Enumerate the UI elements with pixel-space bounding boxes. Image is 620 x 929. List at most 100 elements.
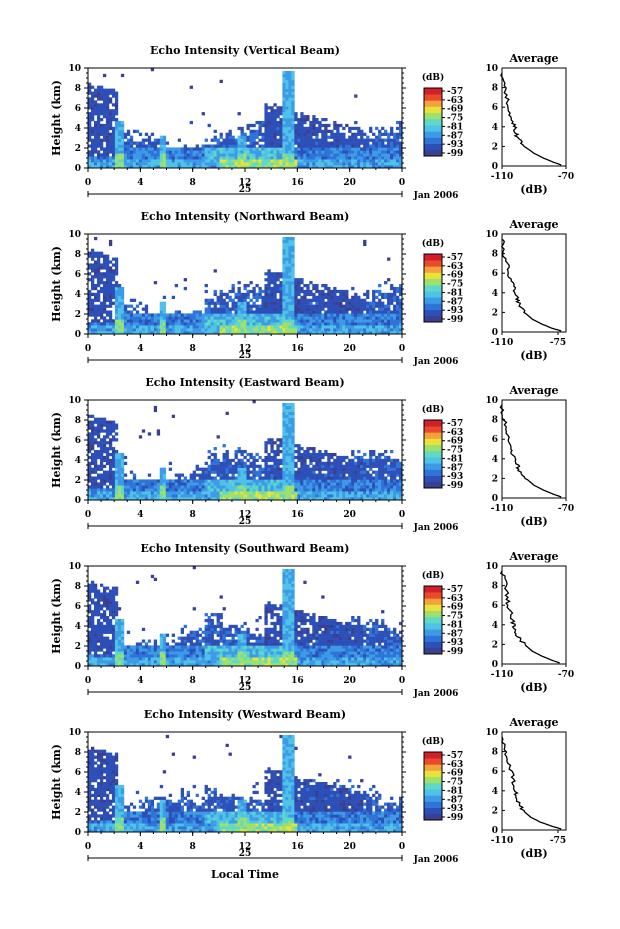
heatmap-cell: [111, 269, 116, 273]
heatmap-cell: [216, 497, 220, 501]
heatmap-cell: [93, 141, 98, 145]
heatmap-cell: [294, 470, 298, 474]
heatmap-cell: [336, 289, 340, 294]
colorbar-tick-label: -57: [447, 87, 463, 97]
heatmap-cell: [258, 313, 262, 317]
heatmap-cell: [306, 316, 310, 320]
heatmap-cell: [327, 331, 331, 335]
heatmap-cell: [192, 473, 196, 477]
heatmap-cell: [291, 156, 295, 160]
heatmap-cell: [168, 147, 173, 151]
heatmap-cell: [111, 292, 116, 297]
heatmap-cell: [303, 284, 307, 288]
heatmap-cell: [114, 491, 119, 495]
heatmap-cell: [396, 144, 400, 148]
heatmap-cell: [114, 257, 119, 261]
heatmap-cell: [207, 470, 211, 474]
heatmap-cell: [294, 307, 298, 311]
heatmap-cell: [105, 138, 110, 142]
heatmap-cell: [288, 307, 292, 311]
heatmap-cell: [129, 319, 134, 323]
heatmap-cell: [93, 144, 98, 148]
heatmap-cell: [294, 115, 298, 119]
heatmap-cell: [243, 494, 247, 498]
heatmap-cell: [225, 497, 229, 501]
heatmap-cell: [279, 319, 283, 323]
heatmap-cell: [366, 316, 370, 320]
heatmap-cell: [312, 322, 316, 326]
heatmap-cell: [198, 494, 202, 498]
heatmap-cell: [120, 292, 125, 297]
heatmap-cell: [264, 120, 268, 125]
heatmap-cell: [288, 91, 292, 95]
heatmap-cell: [354, 156, 358, 160]
heatmap-cell: [336, 144, 340, 148]
heatmap-cell: [336, 331, 340, 335]
heatmap-cell: [93, 438, 98, 442]
heatmap-cell: [174, 331, 179, 335]
heatmap-cell: [282, 408, 286, 413]
heatmap-cell: [336, 485, 340, 489]
heatmap-cell: [225, 147, 229, 151]
heatmap-cell: [108, 447, 113, 451]
heatmap-cell: [222, 325, 226, 329]
heatmap-cell: [102, 289, 107, 294]
heatmap-cell: [189, 482, 193, 486]
heatmap-cell: [171, 488, 176, 492]
heatmap-cell: [174, 485, 179, 489]
heatmap-cell: [99, 441, 104, 445]
heatmap-cell: [228, 458, 232, 463]
heatmap-cell: [369, 153, 373, 157]
heatmap-cell: [339, 304, 343, 308]
heatmap-cell: [138, 301, 143, 305]
heatmap-cell: [105, 479, 110, 483]
heatmap-cell: [291, 289, 295, 294]
heatmap-cell: [288, 408, 292, 413]
heatmap-cell: [312, 129, 316, 133]
heatmap-cell: [399, 153, 403, 157]
heatmap-cell: [273, 464, 277, 468]
heatmap-cell: [363, 301, 367, 305]
average-x-label: (dB): [520, 349, 547, 362]
heatmap-cell: [102, 162, 107, 166]
heatmap-cell: [372, 159, 376, 163]
heatmap-cell: [96, 251, 101, 255]
heatmap-cell: [219, 150, 223, 154]
heatmap-cell: [210, 144, 214, 148]
heatmap-cell: [279, 328, 283, 332]
heatmap-cell: [330, 153, 334, 157]
heatmap-cell: [387, 150, 391, 154]
heatmap-cell: [240, 319, 244, 323]
heatmap-cell: [273, 118, 277, 122]
heatmap-cell: [312, 316, 316, 320]
heatmap-cell: [150, 482, 155, 486]
heatmap-cell: [219, 464, 223, 468]
heatmap-cell: [261, 295, 265, 299]
heatmap-cell: [105, 470, 110, 474]
heatmap-cell: [222, 307, 226, 311]
heatmap-cell: [93, 251, 98, 255]
heatmap-cell: [291, 470, 295, 474]
heatmap-cell: [288, 153, 292, 157]
heatmap-cell: [297, 476, 301, 480]
heatmap-cell: [270, 272, 274, 276]
heatmap-cell: [279, 497, 283, 501]
heatmap-cell: [357, 491, 361, 495]
heatmap-cell: [267, 129, 271, 133]
heatmap-cell: [252, 147, 256, 151]
heatmap-cell: [138, 162, 143, 166]
heatmap-cell: [201, 476, 205, 480]
heatmap-cell: [315, 307, 319, 311]
heatmap-cell: [393, 494, 397, 498]
heatmap-cell: [228, 298, 232, 302]
heatmap-cell: [279, 135, 283, 139]
heatmap-cell: [309, 482, 313, 486]
heatmap-cell: [288, 298, 292, 302]
heatmap-cell: [399, 123, 403, 128]
heatmap-cell: [264, 447, 268, 451]
heatmap-cell: [225, 132, 229, 136]
heatmap-cell: [111, 497, 116, 501]
heatmap-cell: [261, 289, 265, 294]
heatmap-cell: [99, 488, 104, 492]
heatmap-cell: [387, 482, 391, 486]
